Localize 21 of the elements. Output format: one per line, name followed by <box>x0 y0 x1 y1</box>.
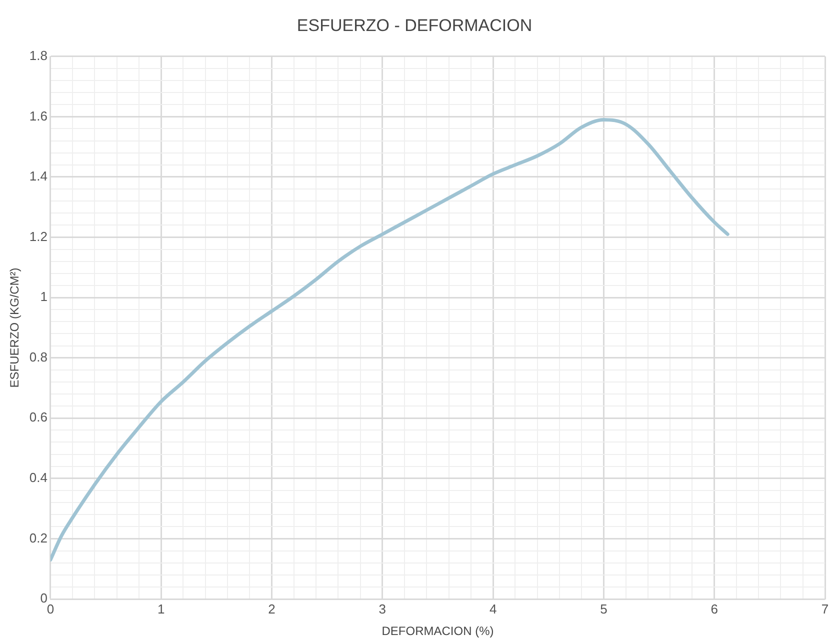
x-tick-label: 5 <box>600 601 608 616</box>
x-tick-label: 7 <box>821 601 829 616</box>
line-series <box>50 118 730 562</box>
y-tick-label: 1.2 <box>29 228 48 244</box>
y-tick-label: 0.6 <box>29 410 48 425</box>
y-tick-label: 0.2 <box>29 530 48 546</box>
y-tick-label: 0 <box>40 590 48 606</box>
x-tick-label: 2 <box>268 601 276 616</box>
x-tick-label: 1 <box>158 601 165 616</box>
y-tick-label: 0.8 <box>29 349 48 364</box>
x-tick-label: 3 <box>378 601 386 616</box>
y-axis-title: ESFUERZO (KG/CM²) <box>8 268 22 388</box>
y-tick-label: 0.4 <box>29 470 48 485</box>
x-axis-title: DEFORMACION (%) <box>382 624 494 638</box>
y-tick-label: 1.6 <box>29 108 48 124</box>
chart-title: ESFUERZO - DEFORMACION <box>296 16 532 35</box>
y-tick-label: 1 <box>40 289 48 304</box>
x-tick-label: 4 <box>489 601 497 616</box>
y-tick-label: 1.4 <box>29 168 48 184</box>
x-tick-label: 6 <box>710 601 718 616</box>
y-tick-label: 1.8 <box>29 48 48 63</box>
